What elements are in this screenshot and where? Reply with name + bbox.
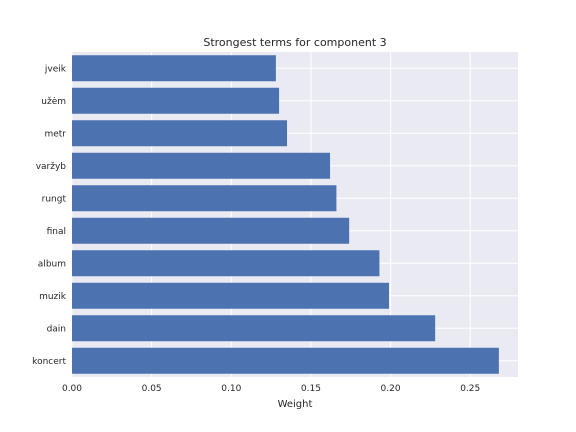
- bar-jveik: [72, 55, 276, 82]
- y-tick-label: rungt: [42, 194, 67, 204]
- y-tick-label: muzik: [39, 292, 67, 302]
- y-tick-label: metr: [44, 129, 66, 139]
- y-tick-label: užėm: [41, 97, 66, 107]
- y-tick-label: final: [47, 227, 66, 237]
- x-tick-label: 0.05: [142, 384, 162, 394]
- bar-layer: [72, 55, 499, 374]
- bar-koncert: [72, 347, 499, 374]
- x-tick-label: 0.20: [381, 384, 401, 394]
- x-tick-label: 0.25: [460, 384, 480, 394]
- y-tick-labels: jveik užėm metr varžyb rungt final album muzik d…: [32, 64, 67, 367]
- x-tick-label: 0.00: [62, 384, 82, 394]
- y-tick-label: koncert: [32, 357, 66, 367]
- bar-užėm: [72, 87, 280, 114]
- bar-album: [72, 250, 380, 277]
- bar-rungt: [72, 185, 337, 212]
- bar-metr: [72, 120, 288, 147]
- x-tick-labels: 0.00 0.05 0.10 0.15 0.20 0.25: [62, 384, 480, 394]
- bar-varžyb: [72, 152, 331, 179]
- bar-final: [72, 217, 350, 244]
- y-tick-label: dain: [47, 324, 66, 334]
- y-tick-label: jveik: [44, 64, 67, 74]
- bar-muzik: [72, 282, 389, 309]
- y-tick-label: varžyb: [36, 162, 67, 172]
- x-axis-label: Weight: [278, 399, 313, 410]
- x-tick-label: 0.10: [221, 384, 241, 394]
- x-tick-label: 0.15: [301, 384, 321, 394]
- bar-dain: [72, 315, 436, 342]
- y-tick-label: album: [38, 259, 66, 269]
- chart-title: Strongest terms for component 3: [203, 36, 386, 49]
